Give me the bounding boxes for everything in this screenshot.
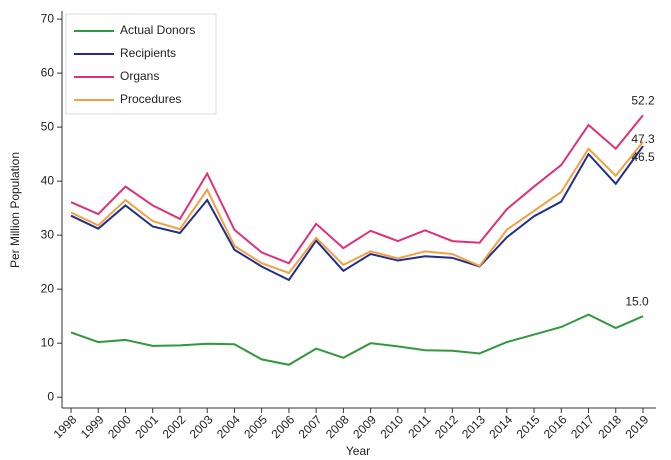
x-tick-label: 2013 bbox=[459, 412, 488, 441]
x-tick-label: 2004 bbox=[214, 412, 243, 441]
series-line bbox=[70, 313, 644, 366]
x-tick-label: 2016 bbox=[541, 412, 570, 441]
x-tick-label: 1999 bbox=[78, 412, 107, 441]
x-tick-label: 2006 bbox=[268, 412, 297, 441]
y-tick-label: 60 bbox=[41, 65, 55, 79]
x-tick-label: 2009 bbox=[350, 412, 379, 441]
y-tick-label: 20 bbox=[41, 281, 55, 295]
y-tick-label: 50 bbox=[41, 119, 55, 133]
x-tick-label: 2010 bbox=[377, 412, 406, 441]
x-tick-label: 2003 bbox=[187, 412, 216, 441]
value-label: 47.3 bbox=[631, 132, 655, 146]
legend-label: Organs bbox=[120, 69, 159, 83]
x-tick-label: 1998 bbox=[51, 412, 80, 441]
x-tick-label: 2015 bbox=[514, 412, 543, 441]
x-tick-label: 2019 bbox=[623, 412, 652, 441]
y-tick-label: 70 bbox=[41, 11, 55, 25]
series-line bbox=[70, 145, 644, 282]
series-line bbox=[70, 114, 644, 265]
x-tick-label: 2007 bbox=[296, 412, 325, 441]
value-label: 52.2 bbox=[631, 93, 655, 107]
x-tick-label: 2018 bbox=[595, 412, 624, 441]
series-line bbox=[70, 141, 644, 275]
x-tick-label: 2000 bbox=[105, 412, 134, 441]
value-label: 46.5 bbox=[631, 150, 655, 164]
y-tick-label: 10 bbox=[41, 335, 55, 349]
x-axis-label: Year bbox=[346, 444, 370, 458]
legend-label: Actual Donors bbox=[120, 23, 195, 37]
x-tick-label: 2001 bbox=[132, 412, 161, 441]
y-axis-label: Per Million Population bbox=[8, 152, 22, 268]
y-tick-label: 40 bbox=[41, 173, 55, 187]
legend-label: Procedures bbox=[120, 92, 181, 106]
x-tick-label: 2017 bbox=[568, 412, 597, 441]
x-tick-label: 2008 bbox=[323, 412, 352, 441]
y-tick-label: 0 bbox=[47, 389, 54, 403]
x-tick-label: 2005 bbox=[241, 412, 270, 441]
x-tick-label: 2012 bbox=[432, 412, 461, 441]
x-tick-label: 2014 bbox=[486, 412, 515, 441]
value-label: 15.0 bbox=[625, 294, 649, 308]
x-tick-label: 2011 bbox=[405, 412, 433, 440]
y-tick-label: 30 bbox=[41, 227, 55, 241]
x-tick-label: 2002 bbox=[160, 412, 189, 441]
legend-label: Recipients bbox=[120, 46, 176, 60]
